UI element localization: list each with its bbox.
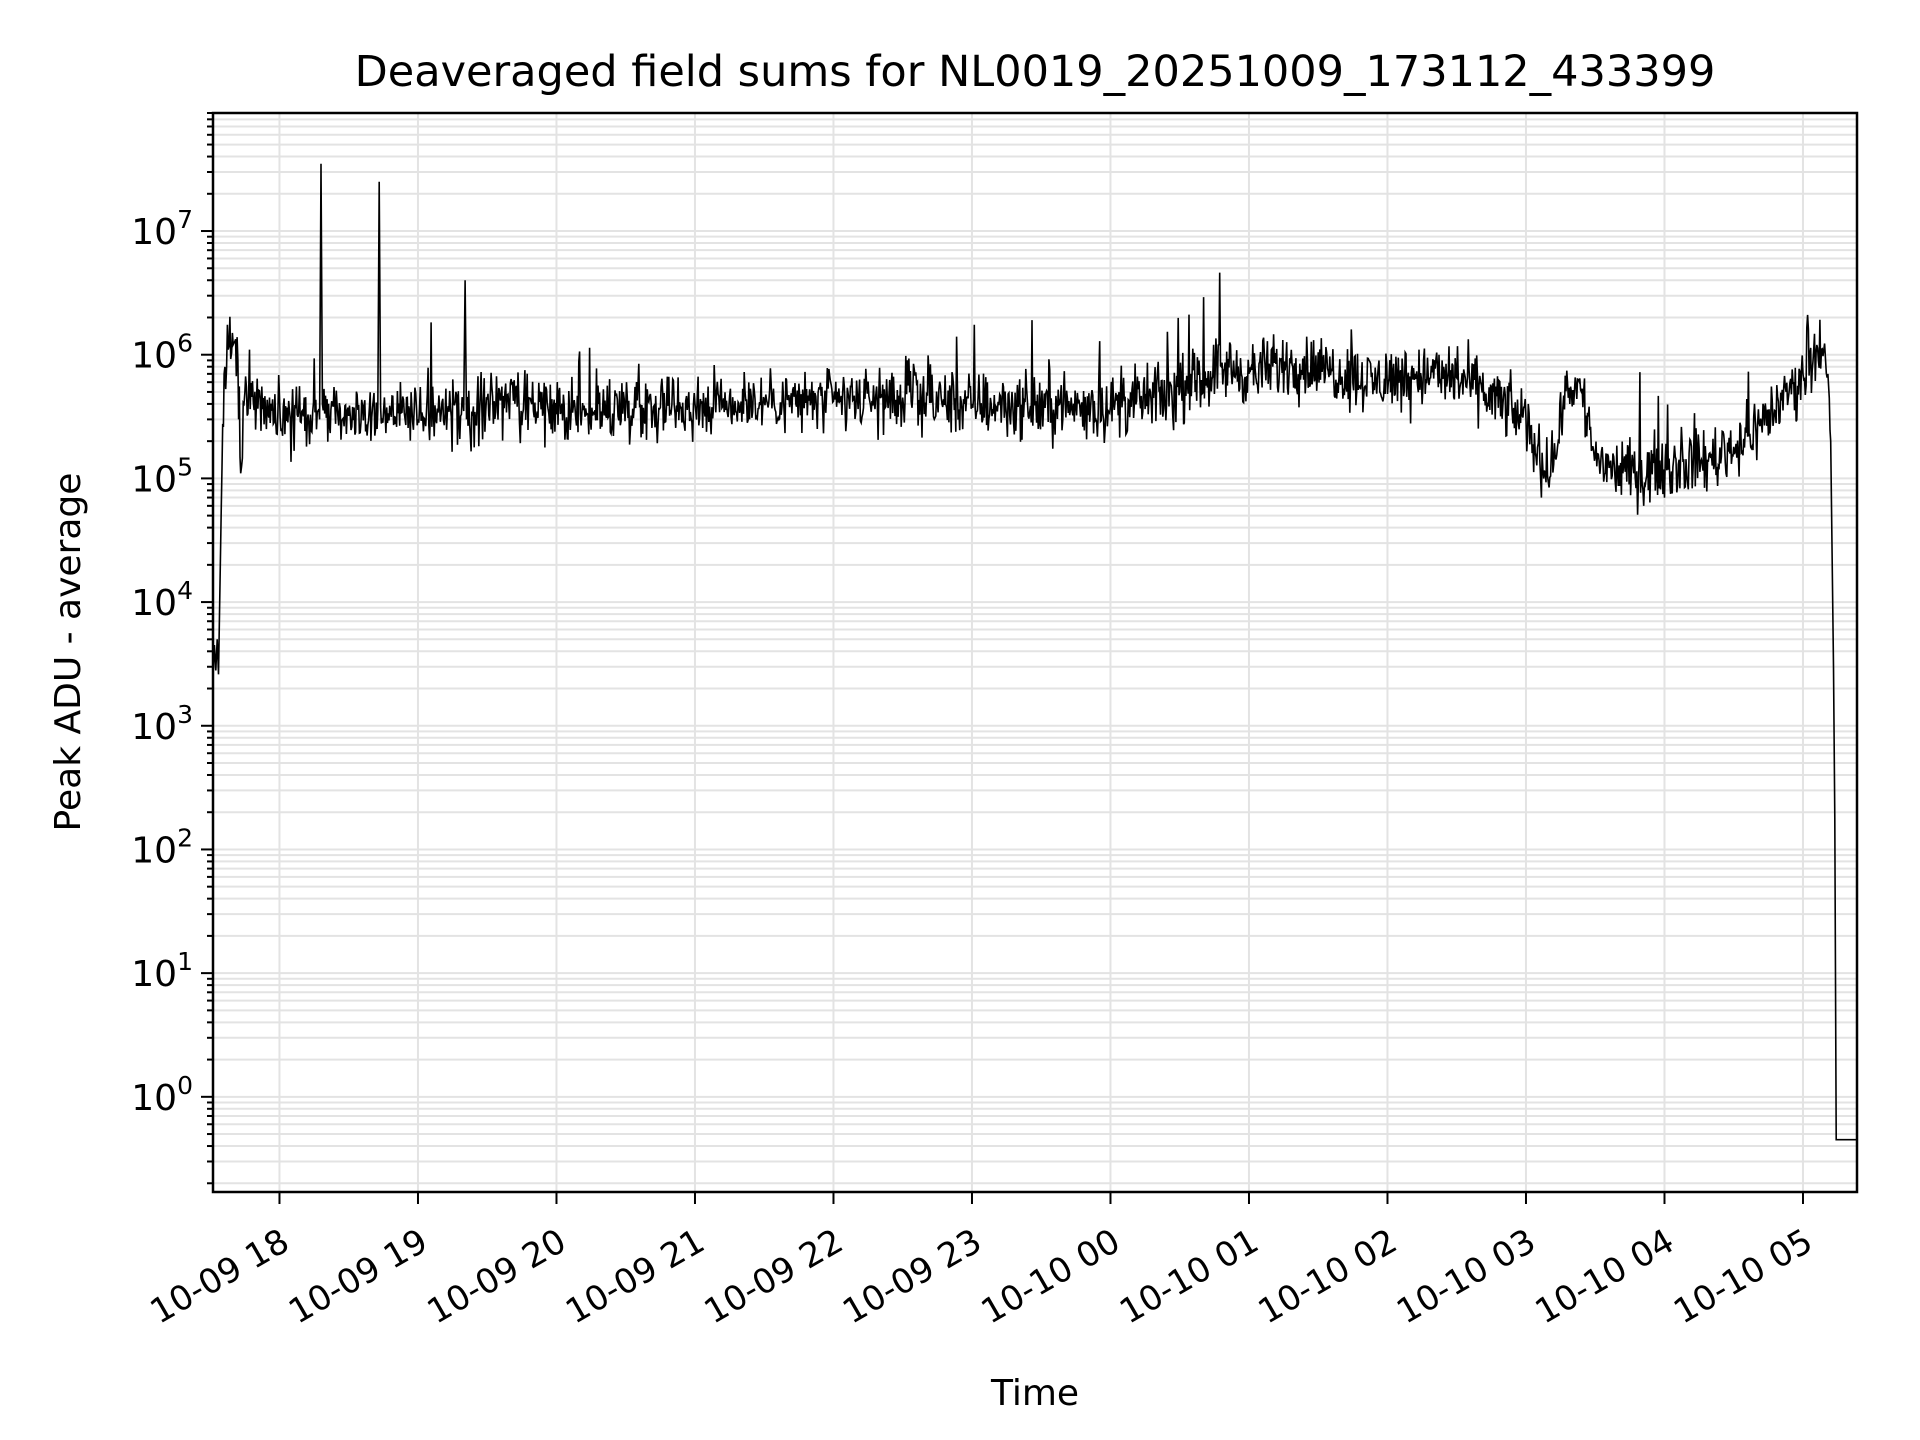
x-axis-label: Time [990, 1373, 1079, 1414]
y-tick-label: 100 [131, 1071, 193, 1119]
grid [213, 112, 1857, 1192]
y-tick-label: 103 [131, 700, 193, 748]
y-axis: 100 101 102 103 104 105 106 107 [131, 112, 213, 1185]
y-tick-label: 107 [131, 205, 193, 253]
y-tick-label: 101 [131, 947, 193, 995]
plot-area-frame [211, 111, 1859, 1194]
y-tick-label: 105 [131, 452, 193, 500]
y-tick-label: 102 [131, 823, 193, 871]
y-axis-label: Peak ADU - average [48, 473, 89, 832]
plot-series-group [212, 163, 1857, 1141]
y-tick-label: 104 [131, 576, 193, 624]
series-line-field-sums [212, 163, 1857, 1141]
y-tick-label: 106 [131, 329, 193, 377]
chart-title: Deaveraged field sums for NL0019_2025100… [355, 47, 1716, 97]
